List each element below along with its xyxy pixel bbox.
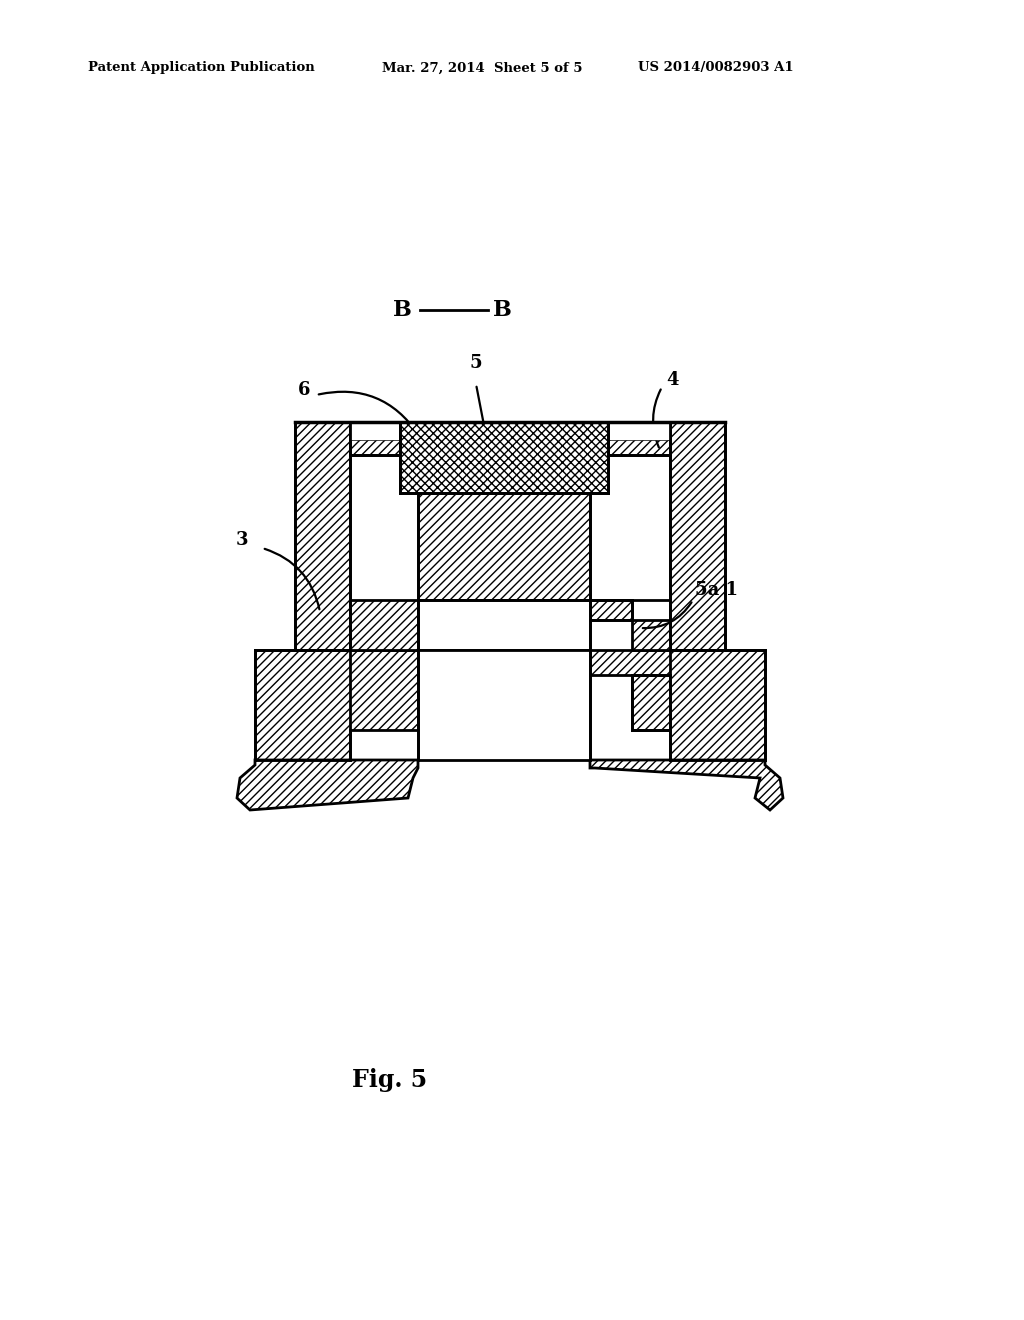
Text: 5: 5 xyxy=(470,354,482,372)
Polygon shape xyxy=(590,649,765,760)
Polygon shape xyxy=(350,422,400,455)
Polygon shape xyxy=(418,649,590,760)
Text: 6: 6 xyxy=(298,381,310,399)
Text: Mar. 27, 2014  Sheet 5 of 5: Mar. 27, 2014 Sheet 5 of 5 xyxy=(382,62,583,74)
Polygon shape xyxy=(632,675,670,730)
Polygon shape xyxy=(237,760,418,810)
Text: Fig. 5: Fig. 5 xyxy=(352,1068,428,1092)
Polygon shape xyxy=(295,422,350,649)
Polygon shape xyxy=(670,422,725,649)
Polygon shape xyxy=(632,620,670,649)
Polygon shape xyxy=(418,601,590,649)
Text: B: B xyxy=(493,300,511,321)
Text: 5a 1: 5a 1 xyxy=(695,581,738,599)
Polygon shape xyxy=(418,492,590,601)
Polygon shape xyxy=(608,422,670,455)
Text: B: B xyxy=(392,300,412,321)
Polygon shape xyxy=(400,422,608,492)
Text: 3: 3 xyxy=(236,531,248,549)
Polygon shape xyxy=(590,601,632,620)
Polygon shape xyxy=(590,760,783,810)
Text: 4: 4 xyxy=(666,371,679,389)
Polygon shape xyxy=(255,649,418,760)
Text: US 2014/0082903 A1: US 2014/0082903 A1 xyxy=(638,62,794,74)
Polygon shape xyxy=(350,422,670,440)
Polygon shape xyxy=(350,601,418,649)
Text: Patent Application Publication: Patent Application Publication xyxy=(88,62,314,74)
